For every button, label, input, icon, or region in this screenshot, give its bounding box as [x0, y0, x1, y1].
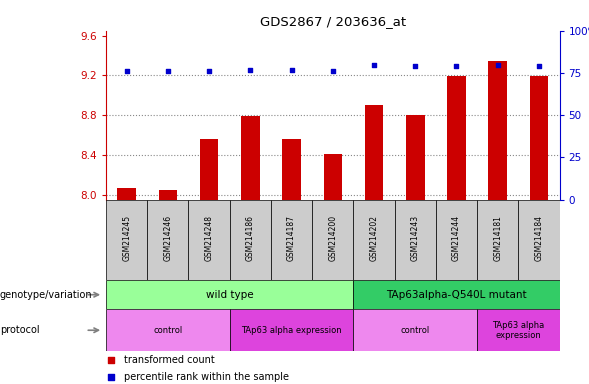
Point	[452, 63, 461, 69]
Bar	[312, 200, 353, 280]
Point	[287, 66, 296, 73]
Text: protocol: protocol	[0, 325, 39, 335]
Bar	[488, 61, 507, 200]
Text: GSM214187: GSM214187	[287, 215, 296, 262]
Point	[246, 66, 255, 73]
Bar	[158, 190, 177, 200]
Text: transformed count: transformed count	[124, 356, 215, 366]
Bar	[477, 309, 560, 351]
Bar	[230, 309, 353, 351]
Point	[493, 61, 502, 68]
Text: percentile rank within the sample: percentile rank within the sample	[124, 372, 289, 382]
Bar	[447, 76, 466, 200]
Bar	[436, 200, 477, 280]
Text: GSM214186: GSM214186	[246, 215, 255, 262]
Bar	[188, 200, 230, 280]
Bar	[365, 105, 383, 200]
Text: GSM214181: GSM214181	[493, 215, 502, 262]
Bar	[477, 200, 518, 280]
Text: GSM214244: GSM214244	[452, 215, 461, 262]
Bar	[406, 115, 425, 200]
Bar	[395, 200, 436, 280]
Text: GSM214200: GSM214200	[328, 215, 337, 262]
Bar	[530, 76, 548, 200]
Bar	[353, 309, 477, 351]
Bar	[353, 280, 560, 309]
Point	[122, 68, 131, 74]
Text: TAp63alpha-Q540L mutant: TAp63alpha-Q540L mutant	[386, 290, 527, 300]
Text: TAp63 alpha
expression: TAp63 alpha expression	[492, 321, 544, 340]
Bar	[282, 139, 301, 200]
Bar	[106, 309, 230, 351]
Bar	[518, 200, 560, 280]
Point	[534, 63, 544, 69]
Bar	[230, 200, 271, 280]
Bar	[147, 200, 188, 280]
Text: GSM214248: GSM214248	[204, 215, 214, 262]
Text: genotype/variation: genotype/variation	[0, 290, 92, 300]
Text: control: control	[401, 326, 430, 335]
Bar	[353, 200, 395, 280]
Bar	[117, 188, 136, 200]
Point	[106, 358, 115, 364]
Bar	[106, 200, 147, 280]
Text: control: control	[153, 326, 183, 335]
Point	[328, 68, 337, 74]
Text: TAp63 alpha expression: TAp63 alpha expression	[241, 326, 342, 335]
Text: GSM214246: GSM214246	[163, 215, 173, 262]
Point	[106, 374, 115, 380]
Text: wild type: wild type	[206, 290, 253, 300]
Bar	[323, 154, 342, 200]
Text: GSM214202: GSM214202	[369, 215, 379, 262]
Bar	[241, 116, 260, 200]
Text: GSM214243: GSM214243	[411, 215, 420, 262]
Text: GSM214184: GSM214184	[534, 215, 544, 262]
Text: GSM214245: GSM214245	[122, 215, 131, 262]
Point	[204, 68, 214, 74]
Point	[163, 68, 173, 74]
Bar	[106, 280, 353, 309]
Point	[411, 63, 420, 69]
Point	[369, 61, 379, 68]
Title: GDS2867 / 203636_at: GDS2867 / 203636_at	[260, 15, 406, 28]
Bar	[200, 139, 219, 200]
Bar	[271, 200, 312, 280]
